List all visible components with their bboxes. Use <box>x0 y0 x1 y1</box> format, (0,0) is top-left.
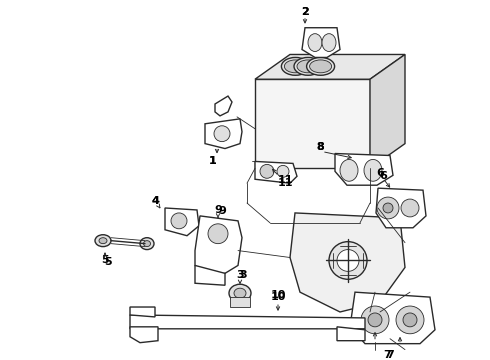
Ellipse shape <box>297 60 319 73</box>
Polygon shape <box>130 315 365 329</box>
Polygon shape <box>230 297 250 307</box>
Ellipse shape <box>310 60 332 73</box>
Text: 9: 9 <box>214 205 222 215</box>
Ellipse shape <box>99 238 107 244</box>
Polygon shape <box>255 79 370 168</box>
Text: 5: 5 <box>101 256 109 265</box>
Text: 2: 2 <box>301 7 309 17</box>
Ellipse shape <box>383 203 393 213</box>
Polygon shape <box>376 188 426 228</box>
Text: 6: 6 <box>379 171 387 181</box>
Ellipse shape <box>377 197 399 219</box>
Polygon shape <box>290 213 405 312</box>
Ellipse shape <box>340 159 358 181</box>
Ellipse shape <box>260 165 274 178</box>
Ellipse shape <box>95 235 111 247</box>
Ellipse shape <box>229 284 251 302</box>
Ellipse shape <box>214 126 230 141</box>
Ellipse shape <box>171 213 187 229</box>
Ellipse shape <box>403 313 417 327</box>
Ellipse shape <box>368 313 382 327</box>
Polygon shape <box>195 265 225 285</box>
Polygon shape <box>165 208 199 236</box>
Ellipse shape <box>401 199 419 217</box>
Text: 4: 4 <box>151 196 159 206</box>
Ellipse shape <box>234 288 246 298</box>
Text: 3: 3 <box>239 270 247 280</box>
Ellipse shape <box>396 306 424 334</box>
Text: 8: 8 <box>316 141 324 152</box>
Ellipse shape <box>322 34 336 51</box>
Polygon shape <box>337 327 365 341</box>
Text: 1: 1 <box>209 157 217 166</box>
Text: 8: 8 <box>316 141 324 152</box>
Ellipse shape <box>284 60 306 73</box>
Ellipse shape <box>144 241 150 247</box>
Text: 10: 10 <box>270 292 286 302</box>
Ellipse shape <box>308 34 322 51</box>
Ellipse shape <box>294 58 322 75</box>
Ellipse shape <box>208 224 228 244</box>
Text: 3: 3 <box>236 270 244 280</box>
Ellipse shape <box>364 159 382 181</box>
Text: 11: 11 <box>277 175 293 185</box>
Text: 7: 7 <box>383 350 391 360</box>
Text: 10: 10 <box>270 290 286 300</box>
Polygon shape <box>255 161 297 183</box>
Text: 4: 4 <box>151 196 159 206</box>
Text: 9: 9 <box>218 206 226 216</box>
Polygon shape <box>195 216 242 275</box>
Ellipse shape <box>361 306 389 334</box>
Polygon shape <box>370 54 405 168</box>
Text: 1: 1 <box>209 157 217 166</box>
Polygon shape <box>255 54 405 79</box>
Text: 7: 7 <box>386 350 394 360</box>
Ellipse shape <box>307 58 335 75</box>
Text: 6: 6 <box>376 168 384 178</box>
Text: 5: 5 <box>104 257 112 267</box>
Ellipse shape <box>140 238 154 249</box>
Ellipse shape <box>329 242 367 279</box>
Polygon shape <box>350 292 435 344</box>
Polygon shape <box>215 96 232 116</box>
Ellipse shape <box>337 249 359 271</box>
Polygon shape <box>130 327 158 343</box>
Text: 2: 2 <box>301 7 309 17</box>
Text: 11: 11 <box>277 178 293 188</box>
Ellipse shape <box>277 165 289 177</box>
Polygon shape <box>302 28 340 58</box>
Polygon shape <box>335 153 393 185</box>
Polygon shape <box>130 307 155 317</box>
Polygon shape <box>205 119 242 149</box>
Ellipse shape <box>281 58 309 75</box>
